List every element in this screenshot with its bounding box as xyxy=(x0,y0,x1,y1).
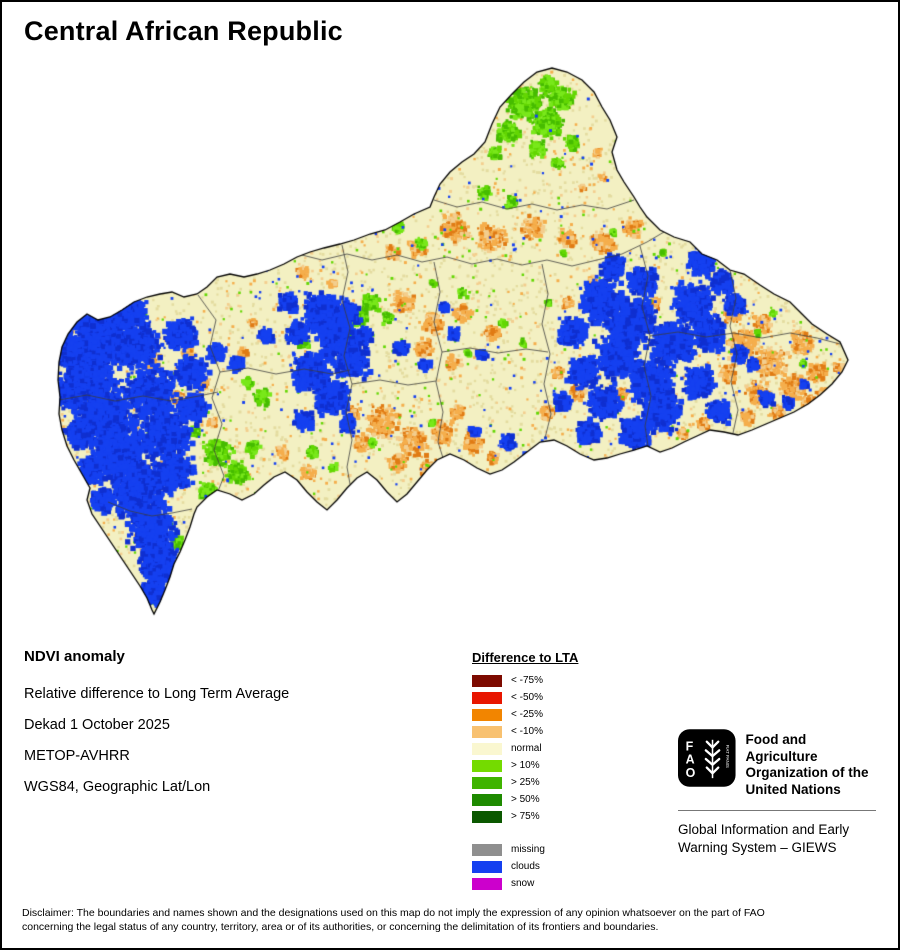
legend-swatch xyxy=(472,674,502,687)
org-name-line: Food and Agriculture xyxy=(745,732,818,764)
legend-label: snow xyxy=(511,877,535,889)
giews-line: Global Information and Early xyxy=(678,822,850,837)
legend-swatch xyxy=(472,793,502,806)
legend-item: < -25% xyxy=(472,706,578,723)
legend-swatch xyxy=(472,759,502,772)
branding-divider xyxy=(678,810,876,811)
legend-item: < -50% xyxy=(472,689,578,706)
info-line: WGS84, Geographic Lat/Lon xyxy=(24,779,211,795)
info-line: Relative difference to Long Term Average xyxy=(24,686,290,702)
giews-label: Global Information and Early Warning Syst… xyxy=(678,821,876,857)
disclaimer: Disclaimer: The boundaries and names sho… xyxy=(22,906,884,934)
legend: Difference to LTA < -75% < -50% < -25% < -1… xyxy=(472,650,578,892)
info-line: Dekad 1 October 2025 xyxy=(24,717,170,733)
legend-main-items: < -75% < -50% < -25% < -10% normal > 10% > 25%… xyxy=(472,672,578,825)
legend-label: missing xyxy=(511,843,545,855)
legend-label: clouds xyxy=(511,860,540,872)
map-info-block: NDVI anomaly Relative difference to Long… xyxy=(24,648,289,803)
fao-motto: FIAT PANIS xyxy=(725,745,730,768)
legend-swatch xyxy=(472,776,502,789)
legend-item: > 75% xyxy=(472,808,578,825)
page-title: Central African Republic xyxy=(24,16,343,46)
legend-item: > 25% xyxy=(472,774,578,791)
legend-label: < -10% xyxy=(511,725,543,737)
fao-org-name: Food and Agriculture Organization of the U… xyxy=(746,728,876,798)
legend-swatch xyxy=(472,742,502,755)
legend-swatch xyxy=(472,843,502,856)
legend-label: > 75% xyxy=(511,810,540,822)
fao-logo-letter: F xyxy=(686,739,694,753)
org-name-line: United Nations xyxy=(745,781,841,797)
fao-logo: F A O FIAT PANIS xyxy=(678,729,736,787)
legend-label: normal xyxy=(511,742,542,754)
legend-label: < -25% xyxy=(511,708,543,720)
branding-block: F A O FIAT PANIS Food and Agriculture Org… xyxy=(678,728,876,857)
legend-label: > 25% xyxy=(511,776,540,788)
legend-item: clouds xyxy=(472,858,578,875)
info-line: METOP-AVHRR xyxy=(24,748,130,764)
legend-item: > 10% xyxy=(472,757,578,774)
legend-label: > 10% xyxy=(511,759,540,771)
legend-item: < -10% xyxy=(472,723,578,740)
disclaimer-line: Disclaimer: The boundaries and names sho… xyxy=(22,907,765,919)
fao-logo-letter: A xyxy=(686,753,695,767)
legend-item: > 50% xyxy=(472,791,578,808)
legend-swatch xyxy=(472,725,502,738)
legend-swatch xyxy=(472,691,502,704)
org-name-line: Organization of the xyxy=(745,765,869,780)
legend-label: < -50% xyxy=(511,691,543,703)
disclaimer-line: concerning the legal status of any count… xyxy=(22,921,659,933)
legend-swatch xyxy=(472,877,502,890)
legend-swatch xyxy=(472,860,502,873)
giews-line: Warning System – GIEWS xyxy=(678,840,837,855)
wheat-ear-icon xyxy=(704,740,721,775)
legend-extra-items: missing clouds snow xyxy=(472,841,578,892)
legend-item: missing xyxy=(472,841,578,858)
legend-item: < -75% xyxy=(472,672,578,689)
legend-item: snow xyxy=(472,875,578,892)
legend-swatch xyxy=(472,708,502,721)
info-lines: Relative difference to Long Term Average… xyxy=(24,679,289,803)
legend-item: normal xyxy=(472,740,578,757)
fao-logo-letter: O xyxy=(686,766,696,780)
info-heading: NDVI anomaly xyxy=(24,648,125,665)
legend-label: < -75% xyxy=(511,674,543,686)
legend-swatch xyxy=(472,810,502,823)
legend-title: Difference to LTA xyxy=(472,650,579,665)
legend-label: > 50% xyxy=(511,793,540,805)
